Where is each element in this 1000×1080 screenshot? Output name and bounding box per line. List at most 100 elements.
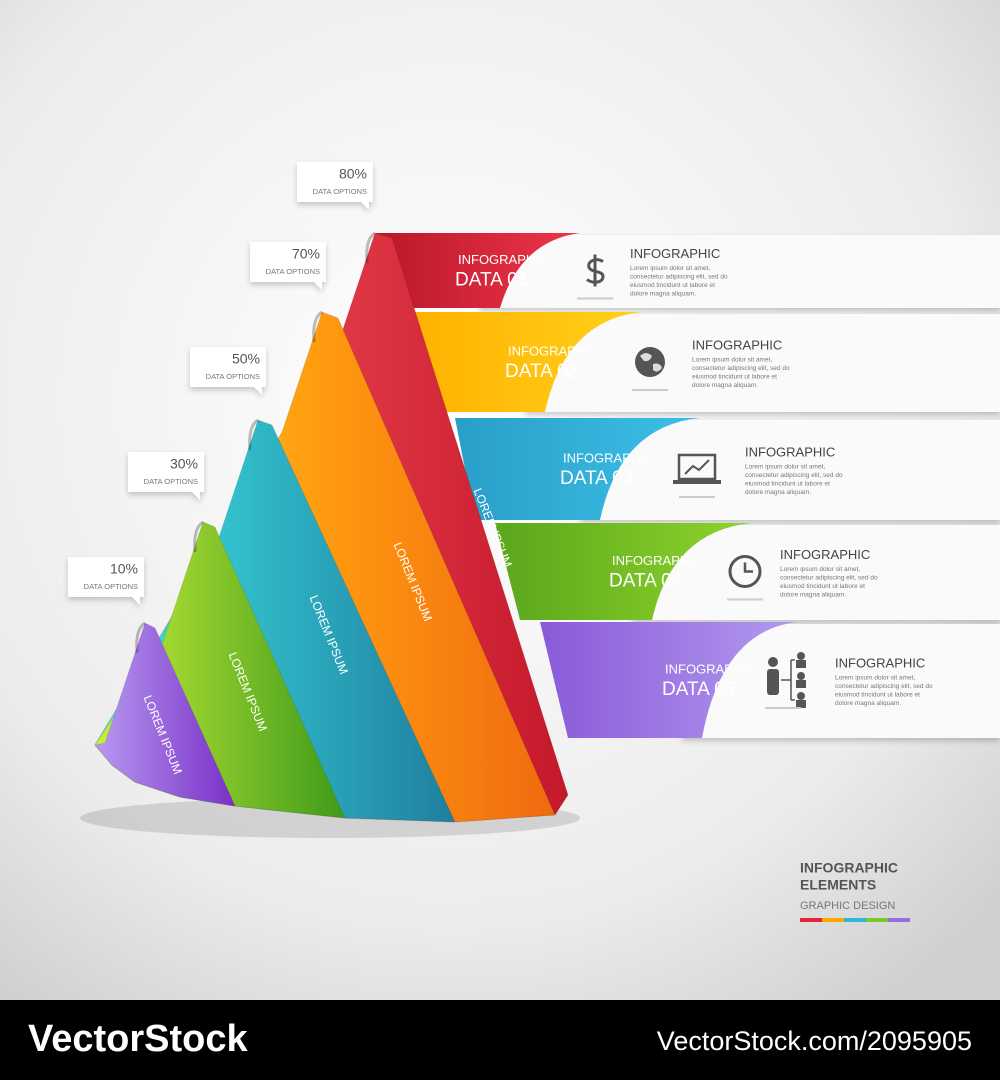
- callout-box: [68, 557, 144, 605]
- banner-title: INFOGRAPHIC: [458, 252, 548, 267]
- banner-body: dolore magna aliquam.: [835, 700, 901, 707]
- icon-org-line: [781, 659, 795, 701]
- callout: 80% DATA OPTIONS: [297, 162, 373, 210]
- banner-body: Lorem ipsum dolor sit amet,: [745, 464, 825, 471]
- icon-clock-hands: [743, 562, 753, 573]
- ribbon-curl: [312, 310, 323, 343]
- banner: INFOGRAPHIC DATA 02 INFOGRAPHIC Lorem ipsum…: [405, 312, 1000, 412]
- callout-box: [250, 242, 326, 290]
- banner-body: eiusmod tincidunt ut labore et: [630, 282, 715, 289]
- banners: INFOGRAPHIC DATA 01 INFOGRAPHIC Lorem ipsum…: [376, 233, 1000, 738]
- banner-body: eiusmod tincidunt ut labore et: [835, 692, 920, 699]
- ribbon-curl: [193, 520, 204, 553]
- icon-person-small-body: [796, 700, 806, 708]
- color-swatch: [844, 918, 866, 922]
- banner-color: [405, 312, 642, 412]
- footer: INFOGRAPHIC ELEMENTS GRAPHIC DESIGN: [800, 860, 910, 922]
- icon-dollar: [586, 254, 605, 287]
- icon-person-small: [797, 652, 805, 660]
- callout-box: [190, 347, 266, 395]
- callout-percent: 30%: [170, 456, 198, 472]
- icon-laptop: [677, 453, 717, 481]
- banner-body: Lorem ipsum dolor sit amet,: [630, 265, 710, 272]
- banner-data: DATA 01: [455, 270, 528, 291]
- banner-body: dolore magna aliquam.: [630, 291, 696, 298]
- ribbon-curl: [365, 231, 376, 264]
- callout: 50% DATA OPTIONS: [190, 347, 266, 395]
- banner-body: dolore magna aliquam.: [780, 592, 846, 599]
- banner-body: eiusmod tincidunt ut labore et: [692, 374, 777, 381]
- callout-box: [297, 162, 373, 210]
- footer-title: INFOGRAPHIC: [800, 860, 898, 876]
- watermark-url: VectorStock.com/2095905: [657, 1026, 972, 1056]
- callout: 30% DATA OPTIONS: [128, 452, 204, 500]
- callout-label: DATA OPTIONS: [84, 582, 138, 591]
- banner-band: [580, 420, 1000, 520]
- icon-globe: [635, 347, 665, 377]
- icon-globe-land: [640, 353, 662, 372]
- banner-body: dolore magna aliquam.: [745, 489, 811, 496]
- callout: 70% DATA OPTIONS: [250, 242, 326, 290]
- banner-heading: INFOGRAPHIC: [630, 246, 720, 261]
- icon-person-small: [797, 692, 805, 700]
- callouts: 80% DATA OPTIONS 70% DATA OPTIONS 50% DATA OP…: [68, 162, 373, 605]
- ribbon-curl: [248, 418, 259, 451]
- banner-body: consectetur adipiscing elit, sed do: [692, 365, 790, 372]
- banner-body: eiusmod tincidunt ut labore et: [745, 481, 830, 488]
- banner-color: [540, 622, 798, 738]
- banner-heading: INFOGRAPHIC: [692, 337, 782, 352]
- callout-box: [128, 452, 204, 500]
- banner-title: INFOGRAPHIC: [563, 450, 653, 465]
- banner-band: [525, 314, 1000, 412]
- banner: INFOGRAPHIC DATA 03 INFOGRAPHIC Lorem ipsum…: [455, 418, 1000, 520]
- color-swatch: [800, 918, 822, 922]
- banner-band: [632, 525, 1000, 620]
- banner-body: Lorem ipsum dolor sit amet,: [692, 357, 772, 364]
- banner-data: DATA 03: [560, 468, 633, 489]
- ribbon-curl: [135, 621, 146, 654]
- callout-label: DATA OPTIONS: [144, 477, 198, 486]
- banner: INFOGRAPHIC DATA 04 INFOGRAPHIC Lorem ipsum…: [495, 523, 1000, 620]
- icon-person-small-body: [796, 660, 806, 668]
- color-swatch: [888, 918, 910, 922]
- icon-laptop-base: [673, 480, 721, 484]
- icon-clock: [728, 555, 762, 588]
- icon-person: [768, 657, 778, 667]
- color-swatch: [866, 918, 888, 922]
- callout-label: DATA OPTIONS: [313, 187, 367, 196]
- banner: INFOGRAPHIC DATA 05 INFOGRAPHIC Lorem ipsum…: [540, 622, 1000, 738]
- watermark-bar: VectorStock VectorStock.com/2095905: [0, 1000, 1000, 1080]
- icon-person-small-body: [796, 680, 806, 688]
- banner-body: Lorem ipsum dolor sit amet,: [835, 675, 915, 682]
- callout: 10% DATA OPTIONS: [68, 557, 144, 605]
- color-swatch: [822, 918, 844, 922]
- banner-title: INFOGRAPHIC: [612, 553, 702, 568]
- banner-body: consectetur adipiscing elit, sed do: [780, 575, 878, 582]
- banner-heading: INFOGRAPHIC: [780, 547, 870, 562]
- banner-body: dolore magna aliquam.: [692, 382, 758, 389]
- callout-label: DATA OPTIONS: [266, 267, 320, 276]
- banner-band: [480, 235, 1000, 308]
- callout-percent: 80%: [339, 166, 367, 182]
- banner-color: [376, 233, 580, 308]
- banner-body: Lorem ipsum dolor sit amet,: [780, 566, 860, 573]
- watermark-brand: VectorStock: [28, 1018, 249, 1060]
- callout-label: DATA OPTIONS: [206, 372, 260, 381]
- banner-color: [495, 523, 752, 620]
- banner-color: [455, 418, 700, 520]
- banner-data: DATA 02: [505, 361, 578, 382]
- banner-band: [682, 624, 1000, 738]
- callout-percent: 10%: [110, 561, 138, 577]
- icon-person-small: [797, 672, 805, 680]
- icon-laptop-chart: [684, 459, 710, 475]
- banner-data: DATA 05: [662, 679, 735, 700]
- banner-title: INFOGRAPHIC: [508, 343, 598, 358]
- banner-body: consectetur adipiscing elit, sed do: [745, 472, 843, 479]
- banner-heading: INFOGRAPHIC: [745, 444, 835, 459]
- callout-percent: 50%: [232, 351, 260, 367]
- banner-body: consectetur adipiscing elit, sed do: [835, 683, 933, 690]
- banner-title: INFOGRAPHIC: [665, 661, 755, 676]
- ribbon: [94, 622, 236, 807]
